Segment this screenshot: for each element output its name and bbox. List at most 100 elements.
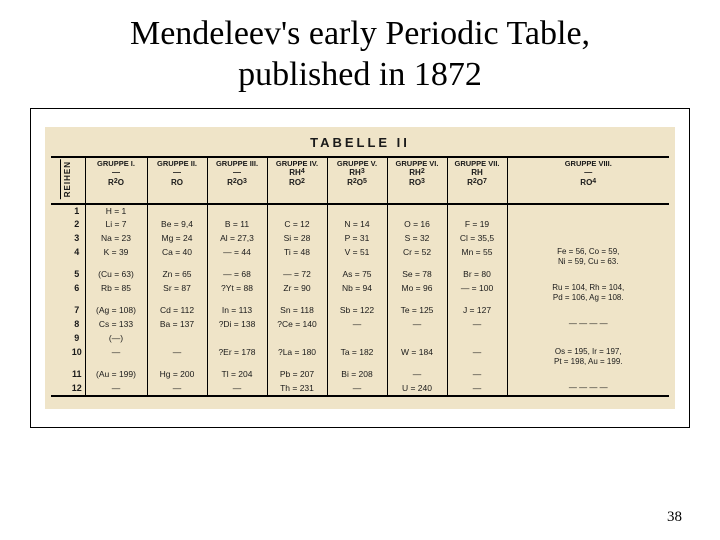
- cell: Tl = 204: [207, 368, 267, 382]
- cell: ?La = 180: [267, 346, 327, 368]
- row-number: 4: [69, 246, 85, 268]
- cell: Cs = 133: [85, 318, 147, 332]
- row-number: 6: [69, 282, 85, 304]
- cell: Be = 9,4: [147, 218, 207, 232]
- cell: Bi = 208: [327, 368, 387, 382]
- cell: V = 51: [327, 246, 387, 268]
- cell: Cd = 112: [147, 304, 207, 318]
- cell: —: [85, 382, 147, 396]
- cell: J = 127: [447, 304, 507, 318]
- cell: — = 44: [207, 246, 267, 268]
- cell: —: [85, 346, 147, 368]
- cell: [447, 332, 507, 346]
- cell: Fe = 56, Co = 59,Ni = 59, Cu = 63.: [507, 246, 669, 268]
- cell: (Cu = 63): [85, 268, 147, 282]
- cell: [447, 204, 507, 218]
- cell: U = 240: [387, 382, 447, 396]
- cell: B = 11: [207, 218, 267, 232]
- cell: Mn = 55: [447, 246, 507, 268]
- cell: —: [327, 318, 387, 332]
- cell: S = 32: [387, 232, 447, 246]
- cell: [507, 218, 669, 232]
- group-header-2: GRUPPE II.—RO: [147, 157, 207, 204]
- cell: [387, 332, 447, 346]
- cell: W = 184: [387, 346, 447, 368]
- cell: Sb = 122: [327, 304, 387, 318]
- cell: Th = 231: [267, 382, 327, 396]
- cell: Pb = 207: [267, 368, 327, 382]
- group-header-4: GRUPPE IV.RH4RO2: [267, 157, 327, 204]
- cell: Ru = 104, Rh = 104,Pd = 106, Ag = 108.: [507, 282, 669, 304]
- cell: C = 12: [267, 218, 327, 232]
- cell: —: [387, 368, 447, 382]
- table-caption: TABELLE II: [51, 135, 669, 150]
- row-number: 9: [69, 332, 85, 346]
- row-number: 10: [69, 346, 85, 368]
- group-header-6: GRUPPE VI.RH2RO3: [387, 157, 447, 204]
- title-line-1: Mendeleev's early Periodic Table,: [130, 15, 590, 52]
- row-number: 5: [69, 268, 85, 282]
- cell: ?Di = 138: [207, 318, 267, 332]
- cell: — = 68: [207, 268, 267, 282]
- cell: Ti = 48: [267, 246, 327, 268]
- table-frame: TABELLE II REIHENGRUPPE I.—R2OGRUPPE II.…: [30, 108, 690, 429]
- cell: [507, 332, 669, 346]
- row-number: 8: [69, 318, 85, 332]
- cell: Os = 195, Ir = 197,Pt = 198, Au = 199.: [507, 346, 669, 368]
- cell: ?Ce = 140: [267, 318, 327, 332]
- cell: N = 14: [327, 218, 387, 232]
- cell: [207, 204, 267, 218]
- cell: O = 16: [387, 218, 447, 232]
- cell: —: [147, 382, 207, 396]
- cell: [327, 332, 387, 346]
- row-number: 11: [69, 368, 85, 382]
- row-number: 7: [69, 304, 85, 318]
- title-line-2: published in 1872: [238, 56, 482, 93]
- cell: —: [207, 382, 267, 396]
- cell: Sr = 87: [147, 282, 207, 304]
- cell: Cr = 52: [387, 246, 447, 268]
- slide-title: Mendeleev's early Periodic Table, publis…: [30, 14, 690, 96]
- cell: (—): [85, 332, 147, 346]
- cell: [507, 368, 669, 382]
- cell: —: [447, 368, 507, 382]
- cell: —: [387, 318, 447, 332]
- cell: [147, 204, 207, 218]
- cell: [207, 332, 267, 346]
- row-number: 2: [69, 218, 85, 232]
- cell: [147, 332, 207, 346]
- cell: Li = 7: [85, 218, 147, 232]
- cell: Zr = 90: [267, 282, 327, 304]
- periodic-table: REIHENGRUPPE I.—R2OGRUPPE II.—ROGRUPPE I…: [51, 156, 669, 398]
- cell: Na = 23: [85, 232, 147, 246]
- cell: — — — —: [507, 382, 669, 396]
- cell: (Ag = 108): [85, 304, 147, 318]
- slide: Mendeleev's early Periodic Table, publis…: [0, 0, 720, 540]
- cell: Se = 78: [387, 268, 447, 282]
- cell: In = 113: [207, 304, 267, 318]
- cell: —: [147, 346, 207, 368]
- cell: Sn = 118: [267, 304, 327, 318]
- cell: Mo = 96: [387, 282, 447, 304]
- cell: [267, 204, 327, 218]
- cell: — = 100: [447, 282, 507, 304]
- cell: Si = 28: [267, 232, 327, 246]
- cell: Ba = 137: [147, 318, 207, 332]
- cell: — = 72: [267, 268, 327, 282]
- cell: — — — —: [507, 318, 669, 332]
- cell: —: [447, 346, 507, 368]
- cell: Hg = 200: [147, 368, 207, 382]
- cell: [327, 204, 387, 218]
- cell: ?Yt = 88: [207, 282, 267, 304]
- cell: K = 39: [85, 246, 147, 268]
- group-header-5: GRUPPE V.RH3R2O5: [327, 157, 387, 204]
- cell: Br = 80: [447, 268, 507, 282]
- group-header-8: GRUPPE VIII.—RO4: [507, 157, 669, 204]
- cell: [507, 232, 669, 246]
- reihen-label: REIHEN: [60, 159, 75, 199]
- table-image-area: TABELLE II REIHENGRUPPE I.—R2OGRUPPE II.…: [45, 127, 675, 410]
- cell: ?Er = 178: [207, 346, 267, 368]
- group-header-3: GRUPPE III.—R2O3: [207, 157, 267, 204]
- cell: Al = 27,3: [207, 232, 267, 246]
- cell: Zn = 65: [147, 268, 207, 282]
